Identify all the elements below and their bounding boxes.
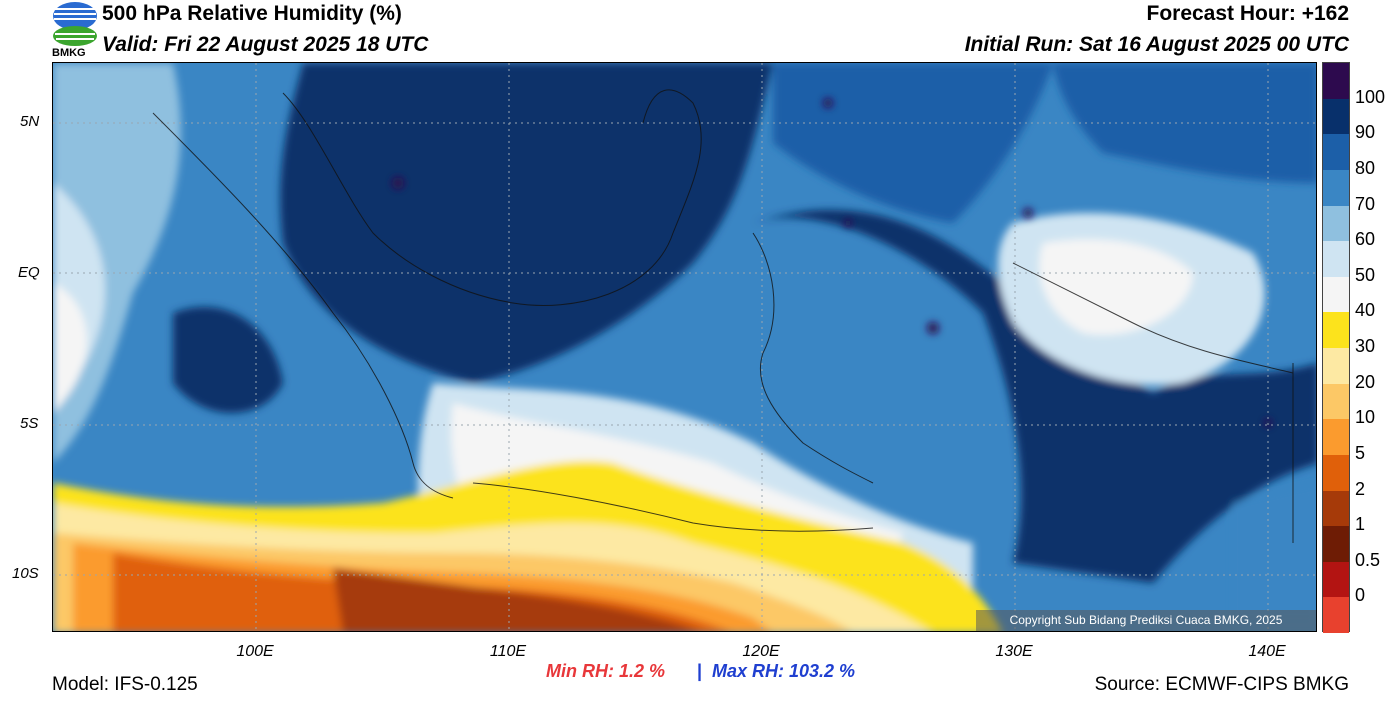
lon-label-110e: 110E [489,643,527,660]
colorbar-label: 80 [1355,157,1376,178]
colorbar-segment [1323,312,1349,348]
colorbar-label: 70 [1355,193,1376,214]
map-title: 500 hPa Relative Humidity (%) [102,2,402,25]
model-label: Model: IFS-0.125 [52,674,198,695]
colorbar-label: 40 [1355,300,1376,321]
colorbar-segment [1323,63,1349,99]
colorbar-label: 100 [1355,86,1386,107]
valid-time: Valid: Fri 22 August 2025 18 UTC [102,33,429,56]
lon-label-120e: 120E [742,643,780,660]
humidity-map [52,62,1317,632]
lon-label-140e: 140E [1248,643,1286,660]
colorbar-label: 0 [1355,585,1366,606]
source-label: Source: ECMWF-CIPS BMKG [1094,674,1349,695]
forecast-hour: Forecast Hour: +162 [1146,2,1350,25]
colorbar-segment [1323,241,1349,277]
copyright-note: Copyright Sub Bidang Prediksi Cuaca BMKG… [976,610,1316,631]
lat-label-5s: 5S [20,415,39,432]
lon-label-100e: 100E [236,643,274,660]
colorbar-segment [1323,348,1349,384]
colorbar-label: 60 [1355,229,1376,250]
colorbar-segment [1323,419,1349,455]
colorbar-segment [1323,526,1349,562]
colorbar-label: 30 [1355,336,1376,356]
stats-separator: | [697,661,703,681]
lat-label-5n: 5N [20,113,40,130]
max-rh: Max RH: 103.2 % [712,661,856,681]
humidity-field [53,63,1316,631]
colorbar [1322,62,1350,633]
colorbar-label: 1 [1355,514,1366,535]
colorbar-segment [1323,134,1349,170]
colorbar-segment [1323,454,1349,491]
colorbar-segment [1323,561,1349,598]
colorbar-segment [1323,98,1349,135]
colorbar-label: 20 [1355,371,1376,392]
logo-text: BMKG [52,47,86,59]
lat-label-eq: EQ [18,264,40,281]
min-rh: Min RH: 1.2 % [546,661,666,681]
bmkg-logo [50,0,100,62]
colorbar-segment [1323,490,1349,527]
colorbar-label: 10 [1355,407,1376,428]
colorbar-segment [1323,597,1349,633]
colorbar-segment [1323,276,1349,313]
colorbar-segment [1323,383,1349,420]
colorbar-segment [1323,205,1349,242]
colorbar-label: 5 [1355,442,1366,463]
colorbar-label: 0.5 [1355,549,1381,570]
lon-label-130e: 130E [995,643,1033,660]
lat-label-10s: 10S [12,565,39,582]
colorbar-label: 2 [1355,478,1366,499]
initial-run: Initial Run: Sat 16 August 2025 00 UTC [964,33,1349,56]
colorbar-segment [1323,169,1349,206]
colorbar-label: 90 [1355,122,1376,143]
colorbar-label: 50 [1355,264,1376,285]
